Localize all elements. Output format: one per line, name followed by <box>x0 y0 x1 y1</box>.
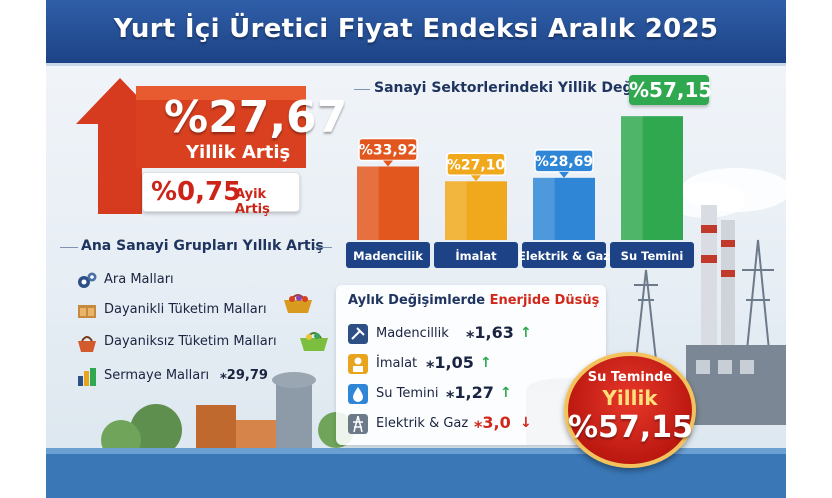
sector-total-badge: %57,15 <box>629 75 712 105</box>
water-tower <box>276 380 312 450</box>
monthly-index-box: %0,75 Ayik Artiş <box>142 172 300 217</box>
chimney <box>721 220 735 365</box>
basket-icon <box>284 294 312 313</box>
power-icon <box>348 414 368 434</box>
monthly-index-label: Ayik Artiş <box>235 187 270 217</box>
category-label-1: İmalat <box>455 248 497 263</box>
monthly-value: ⁎1,27 <box>446 383 494 402</box>
basket-icon <box>300 332 328 351</box>
monthly-label: Madencillik <box>376 326 449 341</box>
bar-1 <box>445 181 507 240</box>
badge-line-1: Su Teminde <box>587 370 673 385</box>
monthly-row: Madencillik ⁎1,63 ↑ <box>348 323 598 347</box>
tree <box>130 404 182 456</box>
data-label-1: %27,10 <box>447 157 506 173</box>
page-title: Yurt İçi Üretici Fiyat Endeksi Aralık 20… <box>113 14 719 44</box>
monthly-label: İmalat <box>376 356 418 371</box>
monthly-value: ⁎3,0 <box>474 413 511 432</box>
group-label: Dayanikli Tüketim Malları <box>104 302 267 317</box>
group-item: Dayaniksız Tüketim Malları <box>76 330 328 356</box>
bar-3 <box>621 116 683 240</box>
category-label-3: Su Temini <box>621 249 684 263</box>
badge-line-2: Yillik <box>602 386 658 410</box>
down-arrow-icon: ↓ <box>520 415 532 431</box>
up-arrow-icon: ↑ <box>520 325 532 341</box>
monthly-row: Elektrik & Gaz ⁎3,0 ↓ <box>348 413 598 437</box>
up-arrow-icon: ↑ <box>500 385 512 401</box>
up-arrow-icon: ↑ <box>480 355 492 371</box>
water <box>46 448 786 498</box>
chimney <box>701 205 717 365</box>
sector-bar-chart: %33,92 %27,10 %28,69 Madencilik İmalat Elekt… <box>346 116 694 268</box>
annual-index-value: %27,67 <box>164 92 348 143</box>
category-label-0: Madencilik <box>353 249 423 263</box>
title-bar: Yurt İçi Üretici Fiyat Endeksi Aralık 20… <box>46 0 786 66</box>
group-item: Sermaye Malları ⁎29,79 <box>76 364 326 390</box>
badge-line-3: %57,15 <box>568 410 693 445</box>
monthly-label: Elektrik & Gaz <box>376 416 469 431</box>
monthly-index-value: %0,75 <box>151 177 242 207</box>
group-label: Dayaniksız Tüketim Malları <box>104 334 277 349</box>
sector-chart-title: Sanayi Sektorlerindeki Yillik Değişim <box>374 80 666 96</box>
factory-building <box>686 345 786 425</box>
infographic-card: Yurt İçi Üretici Fiyat Endeksi Aralık 20… <box>46 0 786 498</box>
monthly-row: İmalat ⁎1,05 ↑ <box>348 353 598 377</box>
bar-0 <box>357 166 419 240</box>
water-icon <box>348 384 368 404</box>
divider <box>314 247 332 248</box>
monthly-changes-panel: Aylık Değişimlerde Enerjide Düsüş Madenc… <box>336 285 606 445</box>
group-value: ⁎29,79 <box>220 368 268 383</box>
water-supply-badge: Su Teminde Yillik %57,15 <box>564 352 696 468</box>
group-item: Dayanikli Tüketim Malları <box>76 294 326 324</box>
machinery-icon <box>78 368 96 386</box>
group-label: Ara Malları <box>104 272 174 287</box>
data-label-0: %33,92 <box>359 143 417 159</box>
bar-2 <box>533 177 595 240</box>
basket-icon <box>78 336 96 352</box>
worker-icon <box>348 354 368 374</box>
up-arrow-icon <box>76 78 306 214</box>
gears-icon <box>78 272 97 288</box>
factory-building <box>196 405 236 450</box>
mining-icon <box>348 324 368 344</box>
power-pylon <box>634 239 774 361</box>
furniture-icon <box>78 305 96 318</box>
group-label: Sermaye Malları <box>104 368 210 383</box>
monthly-label: Su Temini <box>376 386 439 401</box>
data-label-2: %28,69 <box>535 154 593 170</box>
group-item: Ara Malları <box>76 268 326 294</box>
monthly-panel-title: Aylık Değişimlerde Enerjide Düsüş <box>348 293 599 308</box>
divider <box>354 89 370 90</box>
monthly-row: Su Temini ⁎1,27 ↑ <box>348 383 598 407</box>
monthly-value: ⁎1,63 <box>466 323 514 342</box>
monthly-title-highlight: Enerjide Düsüş <box>489 293 600 308</box>
monthly-title-prefix: Aylık Değişimlerde <box>348 293 490 308</box>
monthly-value: ⁎1,05 <box>426 353 474 372</box>
divider <box>60 247 78 248</box>
annual-index-label: Yillik Artiş <box>186 142 291 163</box>
groups-title: Ana Sanayi Grupları Yıllık Artiş <box>81 238 324 254</box>
category-label-2: Elektrik & Gaz <box>518 249 610 263</box>
